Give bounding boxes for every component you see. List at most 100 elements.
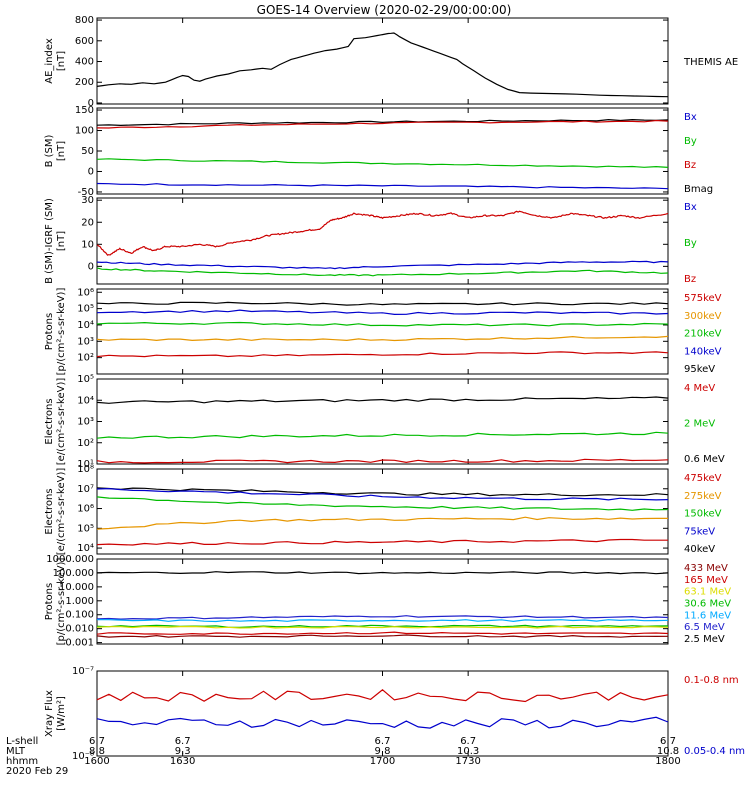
legend-item: By — [684, 136, 697, 147]
y-tick-label: 10 — [81, 239, 94, 250]
series-95keV — [96, 301, 669, 306]
x-tick-label: 1600 — [84, 756, 109, 767]
x-tick-label: 6.7 — [375, 736, 391, 747]
chart-title: GOES-14 Overview (2020-02-29/00:00:00) — [257, 3, 512, 17]
y-tick-label: 0 — [88, 98, 94, 109]
y-tick-label: 10.000 — [59, 582, 94, 593]
panel-protons1: 10² 10³ 10⁴ 10⁵ 10⁶ Protons [p/(cm²-s-sr-keV)]… — [44, 287, 722, 375]
x-tick-label: 1730 — [455, 756, 480, 767]
legend-item: 95keV — [684, 364, 715, 375]
y-tick-label: 10⁴ — [77, 395, 94, 406]
y-axis-label: [p/(cm²-s-sr-keV)] — [56, 288, 67, 376]
x-tick-label: 9.8 — [375, 746, 391, 757]
y-tick-label: 10⁴ — [77, 320, 94, 331]
series-By — [96, 267, 669, 277]
y-axis-label: Protons — [44, 313, 55, 350]
x-tick-label: 8.8 — [89, 746, 105, 757]
y-tick-label: 10⁵ — [77, 304, 94, 315]
y-axis-label: B (SM)-IGRF (SM) — [44, 198, 55, 284]
y-axis-label: [nT] — [56, 231, 67, 251]
legend-item: 0.05-0.4 nm — [684, 746, 745, 757]
panel-electrons1: 10¹ 10² 10³ 10⁴ 10⁵ Electrons [e/(cm²-s-sr-keV… — [44, 374, 725, 470]
panel-bsm: -50 0 50 100 150 B (SM) [nT] Bx By Bz Bmag — [44, 105, 713, 198]
y-tick-label: 10⁶ — [77, 504, 94, 515]
legend-item: 6.5 MeV — [684, 622, 725, 633]
legend-item: Bx — [684, 112, 697, 123]
series-165-MeV — [96, 631, 669, 635]
legend-item: 433 MeV — [684, 563, 728, 574]
panel-bigrf: 0 10 20 30 B (SM)-IGRF (SM) [nT] Bx By Bz — [44, 195, 697, 285]
legend-item: 2 MeV — [684, 419, 715, 430]
y-axis-label: Electrons — [44, 488, 55, 534]
legend-item: Bmag — [684, 184, 713, 195]
series-11.6-MeV — [97, 619, 669, 623]
panel-frame — [96, 17, 669, 105]
y-axis-label: [e/(cm²-s-sr-keV)] — [56, 378, 67, 466]
y-tick-label: 10⁵ — [77, 374, 94, 385]
legend-item: 165 MeV — [684, 575, 728, 586]
legend-item: 75keV — [684, 526, 715, 537]
legend-item: 210keV — [684, 329, 722, 340]
y-axis-label: Xray Flux — [44, 690, 55, 737]
y-tick-label: 100.000 — [53, 568, 94, 579]
y-tick-label: 10⁷ — [77, 484, 94, 495]
legend-item: Bz — [684, 160, 696, 171]
legend-item: 275keV — [684, 491, 722, 502]
x-tick-label: 6.7 — [89, 736, 105, 747]
y-tick-label: 50 — [81, 146, 94, 157]
y-tick-label: 100 — [75, 126, 94, 137]
series-Bx — [96, 182, 669, 190]
x-tick-label: 10.8 — [657, 746, 679, 757]
series-Bmag — [96, 118, 669, 127]
legend-item: By — [684, 238, 697, 249]
y-tick-label: 600 — [75, 36, 94, 47]
y-tick-label: 0.100 — [65, 610, 94, 621]
y-tick-label: 10⁴ — [77, 543, 94, 554]
series-0.1-0.8-nm — [96, 689, 669, 703]
series-275keV — [96, 516, 668, 530]
y-axis-label: [nT] — [56, 51, 67, 71]
legend-item: THEMIS AE — [683, 57, 738, 68]
y-axis-label: AE_index — [44, 38, 55, 84]
series-63.1-MeV — [96, 625, 669, 629]
y-axis-label: [p/(cm²-s-sr-keV)] — [56, 558, 67, 646]
legend-item: Bz — [684, 274, 696, 285]
y-tick-label: 0 — [88, 166, 94, 177]
series-0.05-0.4-nm — [96, 716, 669, 729]
series-Bx — [96, 260, 669, 270]
panel-xray: 10⁻⁸ 10⁻⁷ Xray Flux [W/m²] 0.1-0.8 nm 0.05-0.… — [44, 666, 745, 762]
y-tick-label: 400 — [75, 57, 94, 68]
series-150keV — [96, 496, 669, 511]
x-row-label: MLT — [6, 746, 26, 757]
series-By — [96, 158, 669, 168]
y-tick-label: 10⁻⁷ — [72, 666, 94, 677]
x-tick-label: 6.7 — [460, 736, 476, 747]
panel-ae: 0 200 400 600 800 AE_index [nT] THEMIS AE — [44, 15, 738, 109]
series-433-MeV — [96, 634, 669, 638]
y-tick-label: 200 — [75, 77, 94, 88]
y-tick-label: 20 — [81, 217, 94, 228]
legend-item: 30.6 MeV — [684, 599, 731, 610]
series-6.5-MeV — [96, 615, 669, 620]
series-2.5-MeV — [96, 571, 669, 575]
panel-frame — [96, 288, 669, 375]
series-THEMIS-AE — [96, 32, 669, 98]
y-tick-label: 10⁵ — [77, 523, 94, 534]
series-475keV — [96, 538, 668, 546]
legend-item: 150keV — [684, 509, 722, 520]
y-tick-label: 0.010 — [65, 624, 94, 635]
y-tick-label: 1.000 — [65, 596, 94, 607]
x-tick-label: 10.3 — [457, 746, 479, 757]
x-tick-label: 1700 — [370, 756, 395, 767]
y-tick-label: 0 — [88, 261, 94, 272]
y-tick-label: -50 — [78, 187, 94, 198]
series-0.6-MeV — [96, 396, 669, 404]
x-tick-label: 1800 — [655, 756, 680, 767]
series-4-MeV — [96, 458, 669, 464]
legend-item: 0.1-0.8 nm — [684, 675, 739, 686]
x-row-label: L-shell — [6, 736, 38, 747]
y-axis-label: [e/(cm²-s-sr-keV)] — [56, 468, 67, 556]
y-axis-label: [nT] — [56, 141, 67, 161]
panel-electrons2: 10⁴ 10⁵ 10⁶ 10⁷ 10⁸ Electrons [e/(cm²-s-sr-keV… — [44, 464, 722, 555]
